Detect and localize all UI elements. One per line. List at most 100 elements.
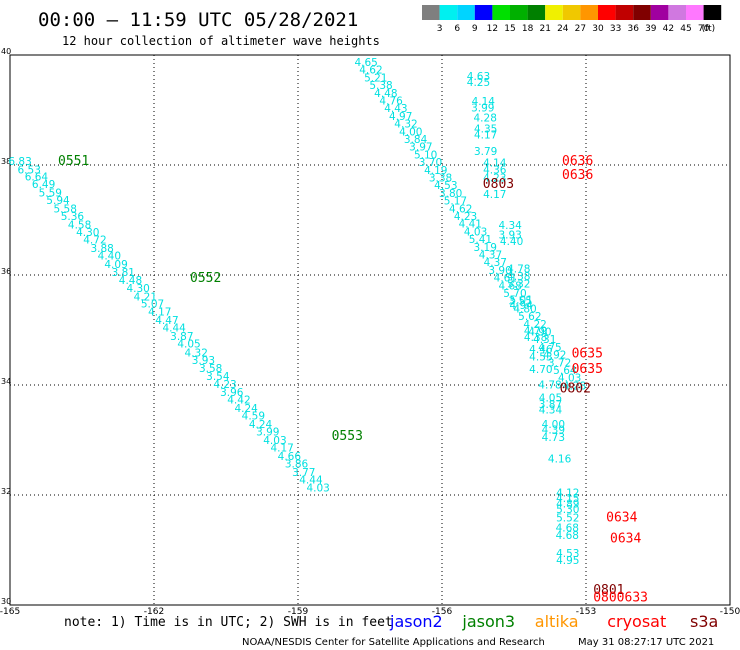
swh-value: 5.38 [369,80,392,92]
footer-note: note: 1) Time is in UTC; 2) SWH is in fe… [64,615,393,630]
swh-value: 5.58 [54,203,77,215]
swh-value: 3.99 [256,427,279,439]
pass-time-label: 0636 [562,168,593,183]
colorbar-label: 9 [472,24,478,34]
swh-value: 4.61 [494,273,517,285]
swh-value: 5.70 [503,288,526,300]
x-tick-label: -165 [0,607,20,617]
swh-value: 4.78 [507,263,530,275]
colorbar-label: 42 [663,24,674,34]
colorbar-label: 27 [575,24,586,34]
swh-value: 4.17 [483,189,506,201]
swh-value: 4.47 [155,315,178,327]
swh-value: 4.03 [306,483,329,495]
swh-value: 4.97 [389,111,412,123]
swh-value: 4.68 [556,530,579,542]
swh-value: 4.30 [126,283,149,295]
swh-value: 3.90 [488,265,511,277]
colorbar-label: 6 [454,24,460,34]
y-tick-label: 34 [1,377,11,386]
swh-value: 4.37 [484,257,507,269]
swh-colorbar: 3 6 9 12 15 18 21 24 27 30 33 36 39 42 45 70(ft) [422,5,722,34]
swh-value: 5.01 [510,295,533,307]
swh-value: 4.63 [467,71,490,83]
pass-time-label: 0803 [483,177,514,192]
colorbar-swatch [562,5,581,20]
swh-value: 4.17 [270,443,293,455]
swh-value: 4.38 [507,271,530,283]
grid-lines [10,55,730,605]
legend-cryosat: cryosat [607,612,666,631]
swh-value: 5.10 [414,149,437,161]
swh-value: 4.62 [359,65,382,77]
swh-value: 4.25 [467,77,490,89]
swh-value: 4.65 [354,57,377,69]
swh-value: 4.05 [177,339,200,351]
swh-value: 4.53 [434,180,457,192]
swh-value: 4.42 [227,395,250,407]
colorbar-swatch [527,5,546,20]
colorbar-swatch [422,5,440,20]
legend-jason2: jason2 [389,612,443,631]
swh-value: 4.34 [498,220,522,232]
swh-value: 3.55 [509,296,532,308]
swh-value: 4.03 [558,373,581,385]
y-tick-label: 40 [1,47,11,56]
colorbar-label: 36 [627,24,639,34]
legend-altika: altika [535,612,579,631]
swh-value: 4.17 [474,130,497,142]
swh-value: 4.95 [556,555,579,567]
swh-value: 3.93 [498,230,521,242]
swh-value: 4.48 [119,275,142,287]
x-tick-label: -162 [144,607,164,617]
swh-value: 5.64 [553,365,577,377]
swh-value: 4.40 [98,251,121,263]
swh-value: 4.58 [68,219,91,231]
colorbar-swatch [633,5,651,20]
swh-value: 4.53 [556,548,579,560]
swh-value: 4.00 [399,126,422,138]
colorbar-swatch [439,5,458,20]
swh-value: 4.68 [498,280,521,292]
x-tick-label: -150 [720,607,740,617]
y-tick-label: 38 [1,157,11,166]
swh-value: 4.44 [162,323,186,335]
colorbar-swatch [668,5,686,20]
colorbar-label: 12 [487,24,498,34]
y-tick-label: 36 [1,267,11,276]
swh-value: 4.79 [524,325,547,337]
swh-value: 5.30 [556,504,579,516]
pass-time-label: 0552 [190,271,221,286]
swh-values: 6.836.536.646.495.595.945.585.364.584.30… [8,57,586,567]
swh-value: 4.12 [556,488,579,500]
legend-s3a: s3a [690,612,718,631]
legend-jason3: jason3 [461,612,515,631]
swh-value: 4.37 [479,250,502,262]
footer-timestamp: May 31 08:27:17 UTC 2021 [578,637,714,648]
colorbar-swatch [650,5,669,20]
swh-value: 4.05 [539,393,562,405]
swh-value: 3.96 [220,387,244,399]
swh-value: 3.88 [90,243,113,255]
swh-value: 4.53 [529,351,552,363]
colorbar-label: 3 [437,24,443,34]
swh-value: 5.36 [61,211,85,223]
swh-value: 6.64 [25,171,49,183]
swh-value: 3.99 [471,103,494,115]
colorbar-label: 15 [504,24,515,34]
swh-value: 4.14 [483,158,507,170]
colorbar-label: 33 [610,24,621,34]
swh-value: 6.53 [18,164,41,176]
colorbar-swatch [457,5,475,20]
footer-credit: NOAA/NESDIS Center for Satellite Applica… [242,637,545,648]
swh-value: 6.49 [32,179,55,191]
swh-value: 3.72 [548,357,571,369]
swh-value: 4.36 [483,164,507,176]
swh-value: 3.58 [199,363,222,375]
swh-value: 4.39 [542,424,565,436]
satellite-legend: jason2 jason3 altika cryosat s3a [389,612,718,631]
swh-value: 4.34 [539,405,563,417]
pass-time-label: 0800633 [593,591,648,606]
axis-ticks: -165 -162 -159 -156 -153 -150 30 32 34 36 38 40 [0,47,740,617]
